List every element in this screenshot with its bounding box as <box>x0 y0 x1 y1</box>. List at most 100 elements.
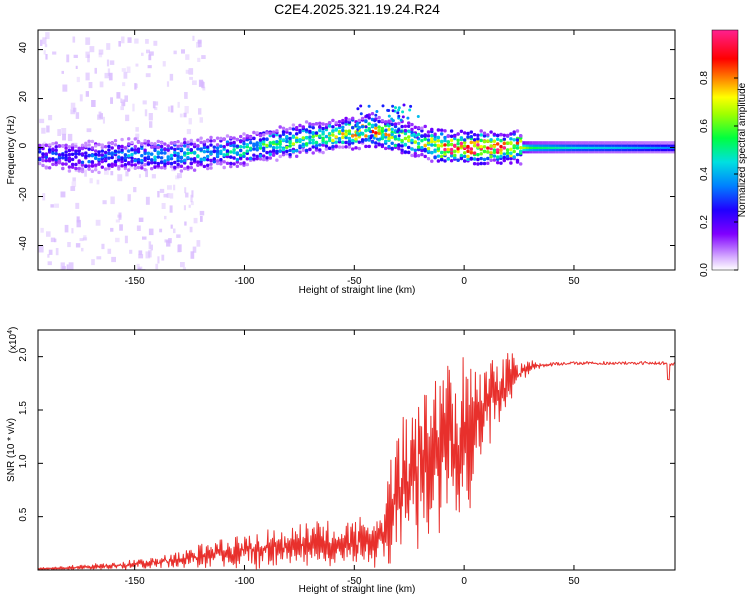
heatmap-cell <box>555 143 559 147</box>
heatmap-cell <box>341 125 345 129</box>
heatmap-cell <box>56 157 61 161</box>
heatmap-cell <box>84 144 88 148</box>
heatmap-cell <box>281 150 286 154</box>
heatmap-cell <box>356 107 360 111</box>
heatmap-cell <box>122 82 126 87</box>
heatmap-cell <box>51 162 55 166</box>
heatmap-cell <box>578 143 582 147</box>
heatmap-cell <box>525 150 529 154</box>
heatmap-cell <box>584 147 589 152</box>
heatmap-cell <box>107 166 111 171</box>
heatmap-cell <box>107 248 112 254</box>
heatmap-cell <box>377 128 381 133</box>
heatmap-cell <box>177 101 180 108</box>
heatmap-cell <box>476 139 480 143</box>
heatmap-cell <box>390 135 394 139</box>
heatmap-cell <box>509 141 513 146</box>
heatmap-cell <box>189 226 193 233</box>
heatmap-cell <box>295 154 299 158</box>
heatmap-cell <box>186 156 190 160</box>
heatmap-cell <box>502 141 506 146</box>
heatmap-cell <box>384 120 388 124</box>
heatmap-cell <box>486 156 490 161</box>
heatmap-cell <box>426 157 431 161</box>
heatmap-cell <box>229 164 233 169</box>
heatmap-cell <box>176 140 180 144</box>
heatmap-cell <box>525 143 529 147</box>
heatmap-cell <box>100 153 104 157</box>
heatmap-cell <box>123 156 128 160</box>
heatmap-cell <box>44 44 48 48</box>
heatmap-cell <box>407 121 411 125</box>
heatmap-cell <box>304 128 309 132</box>
heatmap-cell <box>104 72 110 79</box>
heatmap-cell <box>61 128 67 135</box>
heatmap-cell <box>476 153 480 157</box>
heatmap-cell <box>654 147 658 152</box>
heatmap-cell <box>77 149 81 153</box>
heatmap-cell <box>314 144 319 148</box>
heatmap-cell <box>148 241 152 250</box>
heatmap-cell <box>94 67 97 74</box>
heatmap-cell <box>229 161 233 166</box>
heatmap-cell <box>631 141 635 145</box>
heatmap-cell <box>611 147 615 152</box>
heatmap-cell <box>555 145 559 149</box>
heatmap-cell <box>70 102 76 109</box>
heatmap-cell <box>581 147 585 152</box>
heatmap-cell <box>215 149 220 153</box>
heatmap-cell <box>222 153 226 157</box>
heatmap-cell <box>133 137 137 141</box>
heatmap-cell <box>278 134 282 138</box>
heatmap-cell <box>641 147 645 152</box>
heatmap-cell <box>64 143 68 147</box>
heatmap-cell <box>584 150 589 154</box>
heatmap-cell <box>156 151 160 156</box>
heatmap-cell <box>472 133 477 137</box>
heatmap-cell <box>47 261 52 266</box>
heatmap-cell <box>486 133 490 137</box>
heatmap-cell <box>123 153 128 157</box>
heatmap-cell <box>374 113 378 117</box>
heatmap-cell <box>657 143 661 147</box>
heatmap-cell <box>166 144 170 148</box>
heatmap-cell <box>64 146 68 150</box>
heatmap-cell <box>192 80 197 85</box>
heatmap-cell <box>163 142 167 146</box>
heatmap-frame <box>37 29 676 271</box>
heatmap-cell <box>314 131 319 135</box>
heatmap-cell <box>255 141 259 145</box>
heatmap-cell <box>103 150 108 155</box>
heatmap-cell <box>420 134 424 138</box>
heatmap-cell <box>140 166 144 170</box>
heatmap-cell <box>459 141 464 146</box>
heatmap-cell <box>219 158 223 162</box>
heatmap-cell <box>476 162 480 166</box>
heatmap-cell <box>456 132 460 136</box>
heatmap-cell <box>219 136 223 141</box>
heatmap-cell <box>169 161 174 166</box>
heatmap-cell <box>179 164 184 168</box>
heatmap-cell <box>545 141 549 145</box>
heatmap-cell <box>169 141 174 145</box>
heatmap-cell <box>153 40 158 46</box>
heatmap-cell <box>156 161 160 166</box>
heatmap-cell <box>235 151 240 155</box>
heatmap-cell <box>57 159 62 163</box>
heatmap-cell <box>449 154 454 158</box>
heatmap-cell <box>584 143 589 147</box>
heatmap-cell <box>87 143 91 147</box>
heatmap-cell <box>43 50 46 55</box>
heatmap-cell <box>82 237 88 241</box>
heatmap-cell <box>561 145 566 149</box>
heatmap-cell <box>420 129 424 133</box>
heatmap-cell <box>107 151 111 156</box>
heatmap-cell <box>621 150 625 154</box>
heatmap-cell <box>166 193 170 198</box>
heatmap-cell <box>71 181 77 187</box>
heatmap-cell <box>545 150 549 154</box>
heatmap-cell <box>67 165 72 169</box>
heatmap-cell <box>127 154 131 158</box>
heatmap-cell <box>351 141 355 145</box>
heatmap-cell <box>505 151 510 155</box>
